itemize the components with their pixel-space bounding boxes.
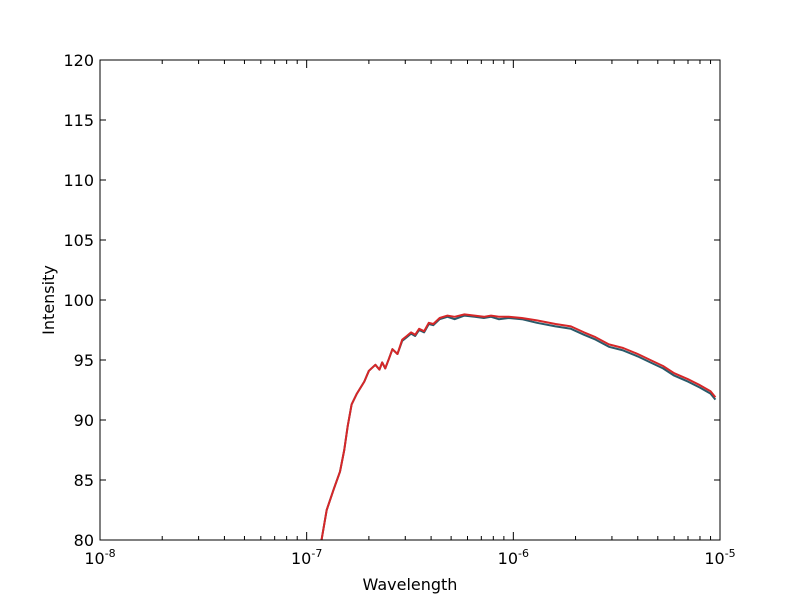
y-tick-label: 90 (74, 411, 94, 430)
x-tick-label: 10-6 (498, 547, 529, 568)
plot-frame (99, 59, 721, 541)
x-tick-label-exponent: -6 (518, 547, 529, 560)
y-tick-label: 115 (63, 111, 94, 130)
y-tick-label: 110 (63, 171, 94, 190)
series-layer (320, 313, 717, 540)
x-tick-label: 10-5 (704, 547, 735, 568)
x-tick-label-exponent: -7 (311, 547, 322, 560)
x-tick-label-base: 10 (84, 549, 104, 568)
y-tick-label: 105 (63, 231, 94, 250)
y-tick-label: 120 (63, 51, 94, 70)
x-axis-title: Wavelength (363, 575, 458, 594)
x-tick-label-base: 10 (498, 549, 518, 568)
series-line-2 (320, 313, 717, 540)
y-tick-label: 95 (74, 351, 94, 370)
x-tick-label-base: 10 (704, 549, 724, 568)
y-axis-title: Intensity (39, 265, 58, 335)
x-tick-label: 10-7 (291, 547, 322, 568)
x-tick-label: 10-8 (84, 547, 115, 568)
y-tick-label: 100 (63, 291, 94, 310)
x-tick-label-exponent: -8 (105, 547, 116, 560)
y-tick-label: 80 (74, 531, 94, 550)
x-tick-label-exponent: -5 (725, 547, 736, 560)
y-tick-label: 85 (74, 471, 94, 490)
x-tick-label-base: 10 (291, 549, 311, 568)
